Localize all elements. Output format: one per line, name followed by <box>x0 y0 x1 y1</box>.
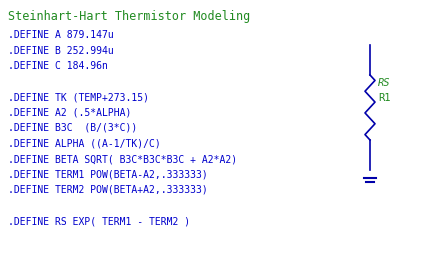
Text: .DEFINE A2 (.5*ALPHA): .DEFINE A2 (.5*ALPHA) <box>8 108 131 118</box>
Text: RS: RS <box>378 78 391 88</box>
Text: .DEFINE B 252.994u: .DEFINE B 252.994u <box>8 46 114 56</box>
Text: .DEFINE C 184.96n: .DEFINE C 184.96n <box>8 61 108 71</box>
Text: Steinhart-Hart Thermistor Modeling: Steinhart-Hart Thermistor Modeling <box>8 10 250 23</box>
Text: .DEFINE ALPHA ((A-1/TK)/C): .DEFINE ALPHA ((A-1/TK)/C) <box>8 138 161 148</box>
Text: .DEFINE RS EXP( TERM1 - TERM2 ): .DEFINE RS EXP( TERM1 - TERM2 ) <box>8 216 190 226</box>
Text: .DEFINE BETA SQRT( B3C*B3C*B3C + A2*A2): .DEFINE BETA SQRT( B3C*B3C*B3C + A2*A2) <box>8 154 237 164</box>
Text: .DEFINE A 879.147u: .DEFINE A 879.147u <box>8 30 114 40</box>
Text: .DEFINE TERM2 POW(BETA+A2,.333333): .DEFINE TERM2 POW(BETA+A2,.333333) <box>8 185 208 195</box>
Text: .DEFINE TK (TEMP+273.15): .DEFINE TK (TEMP+273.15) <box>8 92 149 102</box>
Text: .DEFINE B3C  (B/(3*C)): .DEFINE B3C (B/(3*C)) <box>8 123 137 133</box>
Text: .DEFINE TERM1 POW(BETA-A2,.333333): .DEFINE TERM1 POW(BETA-A2,.333333) <box>8 169 208 179</box>
Text: R1: R1 <box>378 93 391 103</box>
